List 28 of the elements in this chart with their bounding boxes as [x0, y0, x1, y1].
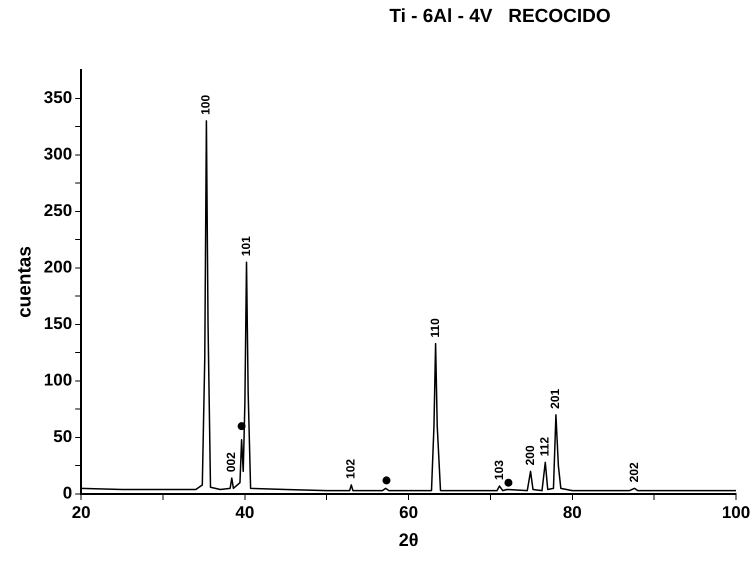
annotation: 100 [198, 94, 213, 115]
x-tick-label: 100 [722, 502, 750, 522]
annotation: 002 [224, 452, 238, 472]
y-tick-label: 150 [44, 314, 72, 334]
y-tick-label: 100 [44, 370, 72, 390]
x-axis-title: 2θ [398, 530, 418, 550]
y-tick-label: 300 [44, 144, 72, 164]
annotation: 103 [492, 460, 506, 480]
x-tick-label: 20 [72, 502, 91, 522]
y-axis-title: cuentas [14, 246, 36, 318]
annotation: 101 [238, 236, 253, 256]
x-tick-label: 40 [235, 502, 254, 522]
point [382, 476, 390, 484]
chart-title: Ti - 6Al - 4V RECOCIDO [388, 6, 612, 28]
x-tick-label: 80 [562, 502, 582, 522]
annotation: 102 [344, 458, 358, 479]
y-tick-label: 350 [44, 88, 72, 107]
y-tick-label: 200 [44, 258, 72, 277]
y-tick-label: 50 [53, 427, 72, 446]
point [504, 478, 512, 487]
annotation: 201 [548, 388, 562, 409]
annotation: 200 [522, 445, 537, 466]
annotation: 110 [428, 318, 442, 338]
y-tick-label: 250 [44, 201, 72, 220]
annotation: 202 [626, 462, 641, 482]
x-tick-label: 60 [399, 502, 418, 522]
annotation: 112 [538, 436, 552, 456]
y-tick-label: 0 [62, 484, 72, 503]
